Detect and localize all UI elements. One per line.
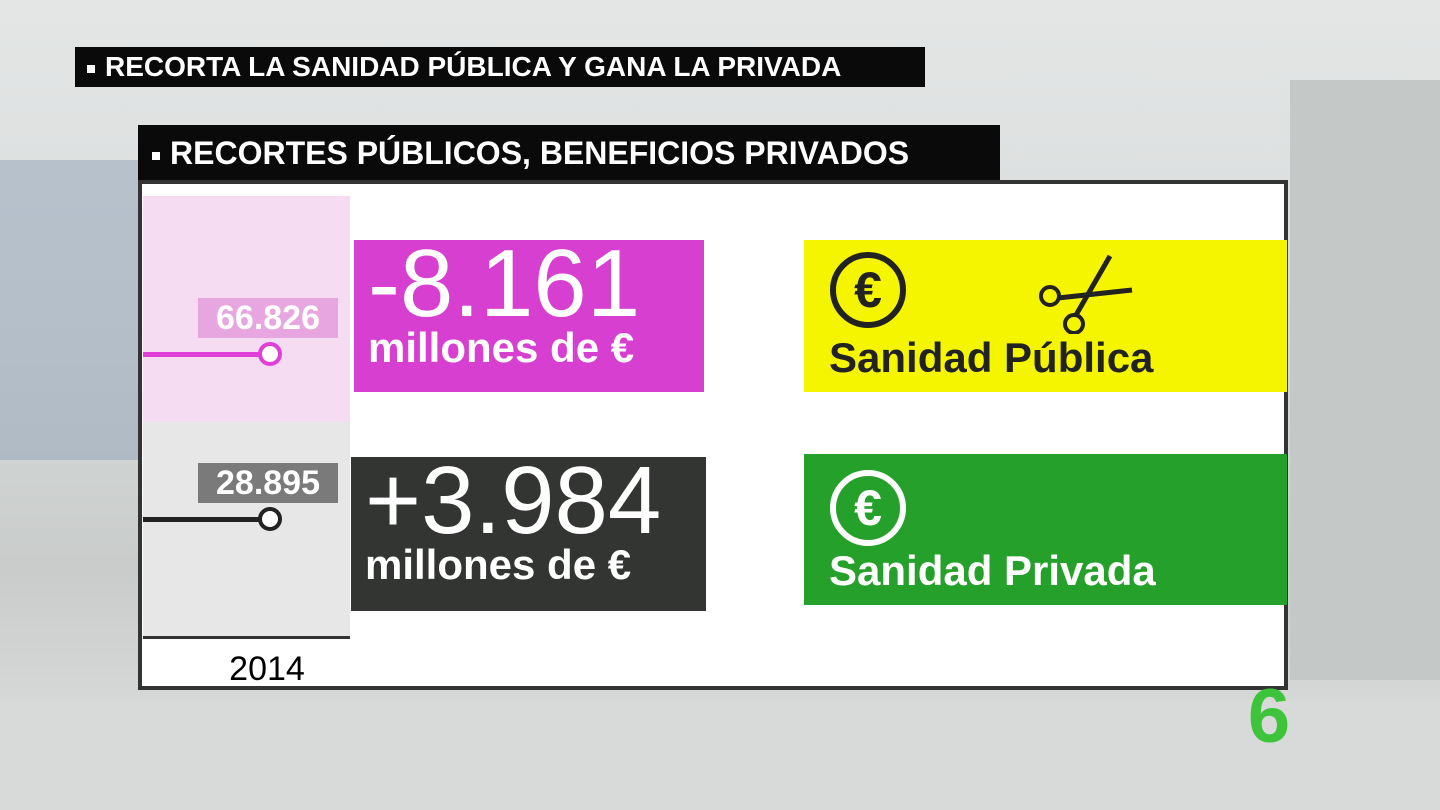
panel: 66.826 28.895 2014 -8.161 millones de € … <box>138 180 1288 690</box>
euro-icon: € <box>830 470 906 546</box>
euro-icon: € <box>830 252 906 328</box>
header-title: RECORTA LA SANIDAD PÚBLICA Y GANA LA PRI… <box>75 47 925 87</box>
trend-line <box>143 352 269 357</box>
trend-line <box>143 517 269 522</box>
badge: € Sanidad Pública <box>804 240 1287 392</box>
trend-point <box>258 507 282 531</box>
badge: € Sanidad Privada <box>804 454 1287 605</box>
background-shape <box>0 160 140 460</box>
chart-baseline <box>143 636 350 639</box>
amount-card: -8.161 millones de € <box>354 230 704 392</box>
chart-label: 28.895 <box>198 463 338 503</box>
badge-label: Sanidad Privada <box>829 547 1156 594</box>
chart-label: 66.826 <box>198 298 338 338</box>
amount: +3.984 <box>365 447 662 554</box>
background-shape <box>1290 80 1440 680</box>
chart-area-gray <box>143 422 350 638</box>
amount-card: +3.984 millones de € <box>351 447 706 611</box>
panel-title: RECORTES PÚBLICOS, BENEFICIOS PRIVADOS <box>138 125 1000 181</box>
channel-logo: 6 <box>1247 674 1291 759</box>
badge-label: Sanidad Pública <box>829 334 1154 381</box>
amount-unit: millones de € <box>368 324 635 371</box>
amount: -8.161 <box>368 230 641 337</box>
trend-point <box>258 342 282 366</box>
background-floor <box>0 700 1440 810</box>
scissors-icon <box>1039 254 1133 334</box>
amount-unit: millones de € <box>365 541 632 588</box>
chart-year: 2014 <box>229 650 305 688</box>
